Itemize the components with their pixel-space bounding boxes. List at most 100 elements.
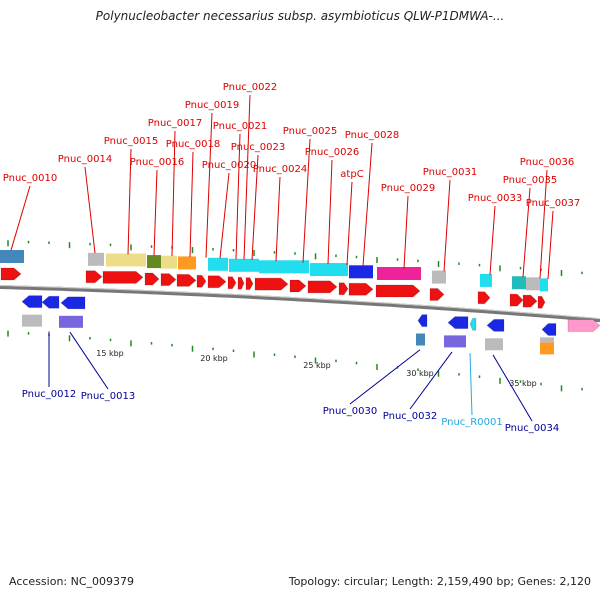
callout-line — [171, 130, 176, 257]
callout-line — [362, 142, 373, 267]
gene-label-top: Pnuc_0029 — [381, 183, 435, 194]
scale-labels: 15 kbp 20 kbp 25 kbp 30 kbp 35 kbp — [96, 349, 537, 388]
gene-label-top: Pnuc_0023 — [231, 142, 285, 153]
gene-label-top: Pnuc_0016 — [130, 157, 184, 168]
callout-line — [539, 169, 548, 279]
gene-label-top: Pnuc_0015 — [104, 136, 158, 147]
callout-line — [469, 353, 473, 416]
gene-arrow — [375, 284, 421, 298]
gene-arrow — [85, 270, 103, 284]
scale-label: 35 kbp — [509, 379, 537, 388]
gene-label-bottom: Pnuc_R0001 — [441, 417, 502, 428]
gene-arrow — [21, 295, 43, 309]
accession-label: Accession: NC_009379 — [9, 575, 135, 588]
tick-marks — [7, 240, 583, 392]
callout-line — [243, 94, 251, 260]
gene-label-top: Pnuc_0026 — [305, 147, 359, 158]
callout-line — [349, 349, 421, 405]
gene-label-top: Pnuc_0035 — [503, 175, 557, 186]
gene-arrow — [254, 277, 289, 291]
scale-label: 25 kbp — [303, 361, 331, 370]
gene-arrow — [429, 287, 445, 301]
gene-arrow — [176, 273, 197, 287]
gene-label-top: Pnuc_0022 — [223, 82, 277, 93]
callout-line — [346, 181, 353, 266]
gene-box — [485, 338, 503, 351]
gene-label-bottom: Pnuc_0012 — [22, 389, 76, 400]
gene-box — [444, 335, 466, 348]
gene-box — [0, 250, 24, 263]
callout-line — [189, 151, 194, 257]
callout-line — [492, 354, 533, 422]
gene-arrow — [196, 274, 207, 288]
gene-box — [526, 277, 540, 291]
gene-arrow — [237, 276, 245, 290]
callout-line — [409, 351, 453, 410]
callout-lines — [10, 94, 554, 422]
gene-label-top: Pnuc_0010 — [3, 173, 57, 184]
callout-line — [251, 154, 259, 260]
scale-label: 20 kbp — [200, 354, 228, 363]
gene-label-top: Pnuc_0037 — [526, 198, 580, 209]
gene-label-top: Pnuc_0031 — [423, 167, 477, 178]
gene-box — [178, 256, 196, 270]
gene-box — [416, 333, 425, 346]
gene-box — [229, 258, 259, 272]
callout-line — [84, 166, 96, 254]
gene-arrow — [0, 267, 22, 281]
gene-arrow — [102, 270, 144, 284]
gene-label-top: Pnuc_0019 — [185, 100, 239, 111]
gene-arrow — [144, 272, 160, 286]
gene-label-top: Pnuc_0036 — [520, 157, 574, 168]
gene-arrow — [447, 316, 469, 330]
gene-box — [540, 342, 554, 355]
callout-line — [69, 331, 109, 390]
gene-arrow — [41, 295, 60, 309]
gene-label-top: Pnuc_0017 — [148, 118, 202, 129]
callout-line — [547, 210, 554, 280]
gene-label-top: Pnuc_0018 — [166, 139, 220, 150]
gene-arrow — [245, 277, 254, 291]
gene-label-bottom: Pnuc_0013 — [81, 391, 135, 402]
callout-line — [489, 205, 496, 275]
gene-box — [106, 253, 146, 267]
callout-line — [235, 133, 241, 260]
callout-line — [205, 112, 213, 258]
gene-label-top: Pnuc_0021 — [213, 121, 267, 132]
gene-arrow — [486, 318, 505, 332]
gene-box — [349, 265, 373, 279]
gene-box — [259, 260, 309, 274]
callout-line — [302, 138, 311, 263]
gene-label-bottom: Pnuc_0034 — [505, 423, 559, 434]
gene-features — [0, 250, 600, 355]
gene-label-top: Pnuc_0033 — [468, 193, 522, 204]
callout-line — [327, 159, 333, 265]
gene-arrow — [522, 294, 538, 308]
gene-box — [208, 257, 228, 271]
genome-summary: Topology: circular; Length: 2,159,490 bp… — [288, 575, 591, 588]
callout-line — [10, 185, 31, 251]
gene-box — [377, 267, 421, 281]
gene-label-top: Pnuc_0025 — [283, 126, 337, 137]
gene-arrow — [338, 282, 349, 296]
gene-arrow — [469, 317, 477, 331]
gene-label-top: atpC — [340, 169, 363, 180]
gene-box — [540, 337, 554, 343]
backbone-line — [0, 285, 600, 323]
gene-box — [161, 255, 177, 269]
gene-box — [22, 314, 42, 327]
callout-line — [219, 172, 230, 259]
callout-line — [275, 176, 281, 262]
gene-arrow — [348, 282, 374, 296]
gene-arrow — [160, 273, 177, 287]
gene-arrow — [289, 279, 307, 293]
gene-arrow — [207, 275, 227, 289]
callout-line — [443, 179, 451, 272]
chromosome-backbone — [0, 285, 600, 323]
gene-box — [310, 263, 348, 277]
gene-arrow — [227, 276, 237, 290]
gene-box — [540, 278, 548, 292]
map-title: Polynucleobacter necessarius subsp. asym… — [95, 9, 505, 23]
